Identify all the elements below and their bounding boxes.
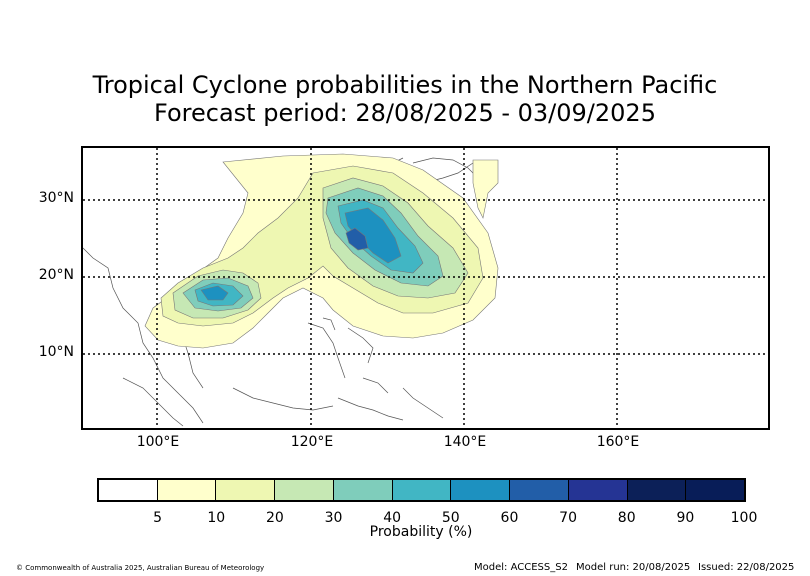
colorbar-segment [99, 480, 158, 500]
lon-label-100e: 100°E [136, 434, 180, 450]
colorbar-tick-label: 60 [500, 510, 519, 526]
map-grid [83, 148, 768, 428]
colorbar-tick-label: 50 [441, 510, 460, 526]
colorbar-segment [216, 480, 276, 500]
lon-label-140e: 140°E [443, 434, 487, 450]
probability-contours [144, 153, 499, 349]
map-title: Tropical Cyclone probabilities in the No… [92, 71, 718, 99]
colorbar-tick-label: 100 [730, 510, 758, 526]
colorbar-tick-label: 30 [324, 510, 343, 526]
lat-label-20n: 20°N [38, 267, 74, 283]
colorbar-tick-label: 80 [617, 510, 636, 526]
lat-label-10n: 10°N [38, 344, 74, 360]
colorbar-segment [392, 480, 452, 500]
colorbar-tick-label: 70 [559, 510, 577, 526]
colorbar-segment [333, 480, 393, 500]
model-name: Model: ACCESS_S2 [474, 562, 568, 573]
colorbar-label: Probability (%) [369, 524, 473, 540]
colorbar-segment [686, 480, 745, 500]
colorbar-tick-label: 40 [383, 510, 402, 526]
map-canvas [83, 148, 768, 428]
colorbar-segment [157, 480, 217, 500]
issued-date: Issued: 22/08/2025 [698, 562, 795, 573]
lon-label-160e: 160°E [596, 434, 640, 450]
colorbar-segment [568, 480, 628, 500]
colorbar-tick-label: 10 [207, 510, 226, 526]
colorbar-segment [627, 480, 687, 500]
lon-label-120e: 120°E [290, 434, 334, 450]
lat-label-30n: 30°N [38, 190, 74, 206]
model-run-date: Model run: 20/08/2025 [576, 562, 691, 573]
colorbar-tick-label: 20 [265, 510, 284, 526]
probability-map [81, 146, 770, 430]
colorbar-segment [275, 480, 334, 500]
colorbar-tick-label: 5 [153, 510, 163, 526]
copyright-text: © Commonwealth of Australia 2025, Austra… [16, 564, 265, 572]
colorbar-segment [510, 480, 569, 500]
colorbar-tick-label: 90 [676, 510, 695, 526]
probability-colorbar [97, 478, 746, 502]
colorbar-segment [451, 480, 511, 500]
forecast-period: Forecast period: 28/08/2025 - 03/09/2025 [154, 99, 656, 127]
